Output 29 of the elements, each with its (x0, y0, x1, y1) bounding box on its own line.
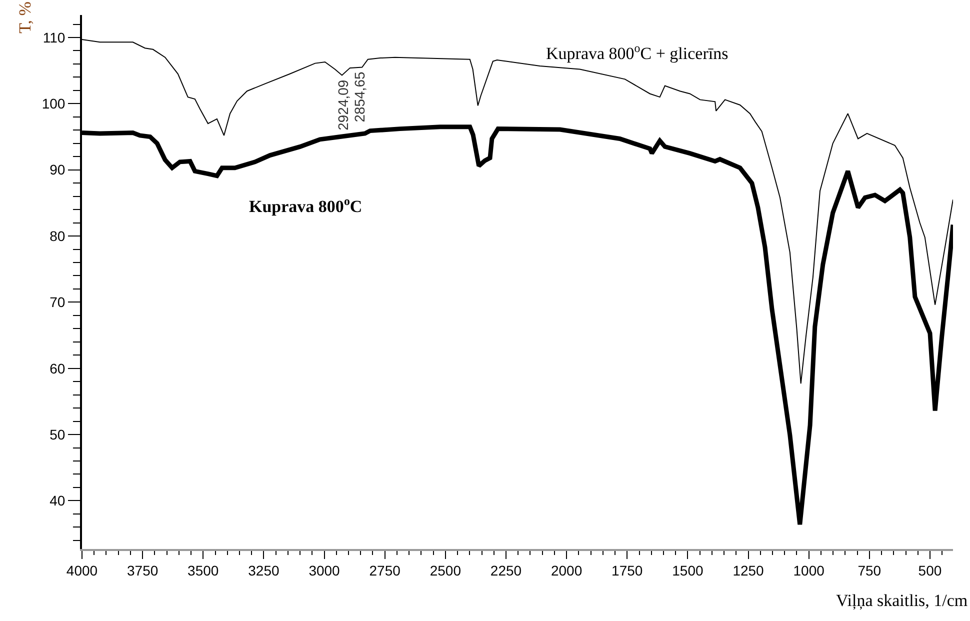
x-tick-label: 3750 (126, 562, 158, 579)
x-tick-label: 2750 (369, 562, 401, 579)
x-tick-label: 500 (918, 562, 942, 579)
y-tick-label: 40 (50, 492, 66, 509)
x-tick-label: 2000 (550, 562, 582, 579)
x-tick-label: 1250 (732, 562, 764, 579)
x-tick-label: 1000 (793, 562, 825, 579)
y-tick-label: 100 (42, 96, 66, 112)
x-tick-label: 1750 (612, 562, 643, 579)
x-tick-label: 3500 (188, 562, 219, 579)
y-tick-label: 110 (42, 29, 66, 46)
x-tick-label: 3250 (248, 562, 280, 579)
x-tick-label: 750 (858, 562, 882, 579)
y-tick-label: 70 (50, 294, 66, 310)
x-tick-label: 4000 (66, 562, 98, 579)
y-tick-label: 80 (50, 228, 66, 244)
annotation: 2924,09 (334, 80, 351, 130)
annotation: 2854,65 (352, 71, 368, 122)
x-axis-title: Viļņa skaitlis, 1/cm (836, 591, 968, 610)
y-tick-label: 60 (50, 360, 66, 376)
series-label: Kuprava 800$^{o}$C + glicerīns (546, 41, 728, 64)
x-tick-label: 2500 (430, 562, 462, 579)
y-tick-label: 90 (50, 162, 66, 178)
x-tick-label: 3000 (308, 562, 340, 579)
y-axis-title: T, % (15, 2, 34, 34)
y-tick-label: 50 (50, 426, 66, 442)
x-tick-label: 1500 (672, 562, 704, 579)
x-tick-label: 2250 (490, 562, 522, 579)
series-label: Kuprava 800$^{o}$C (249, 194, 362, 216)
